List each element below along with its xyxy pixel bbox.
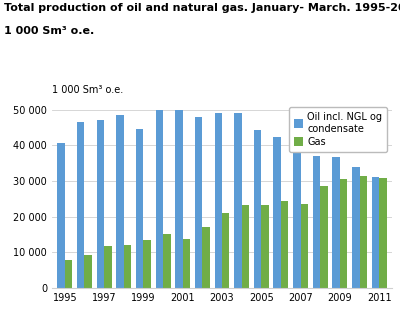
Bar: [175, 110, 183, 288]
Bar: [195, 117, 202, 288]
Bar: [261, 205, 269, 288]
Bar: [84, 255, 92, 288]
Bar: [57, 143, 65, 288]
Text: 1 000 Sm³ o.e.: 1 000 Sm³ o.e.: [4, 26, 94, 36]
Bar: [352, 167, 360, 288]
Bar: [143, 240, 151, 288]
Bar: [202, 227, 210, 288]
Bar: [281, 201, 288, 288]
Bar: [116, 115, 124, 288]
Bar: [379, 178, 387, 288]
Bar: [234, 113, 242, 288]
Bar: [242, 205, 249, 288]
Bar: [313, 156, 320, 288]
Bar: [332, 157, 340, 288]
Bar: [293, 147, 301, 288]
Bar: [136, 129, 143, 288]
Bar: [214, 113, 222, 288]
Bar: [124, 245, 131, 288]
Bar: [104, 246, 112, 288]
Bar: [183, 239, 190, 288]
Text: 1 000 Sm³ o.e.: 1 000 Sm³ o.e.: [52, 85, 123, 95]
Bar: [340, 180, 347, 288]
Bar: [77, 122, 84, 288]
Bar: [65, 260, 72, 288]
Bar: [320, 186, 328, 288]
Bar: [301, 204, 308, 288]
Bar: [222, 213, 230, 288]
Bar: [156, 110, 163, 288]
Bar: [274, 137, 281, 288]
Text: Total production of oil and natural gas. January- March. 1995-2011.: Total production of oil and natural gas.…: [4, 3, 400, 13]
Bar: [372, 177, 379, 288]
Bar: [163, 234, 170, 288]
Bar: [360, 176, 367, 288]
Bar: [97, 120, 104, 288]
Bar: [254, 130, 261, 288]
Legend: Oil incl. NGL og
condensate, Gas: Oil incl. NGL og condensate, Gas: [289, 107, 387, 151]
